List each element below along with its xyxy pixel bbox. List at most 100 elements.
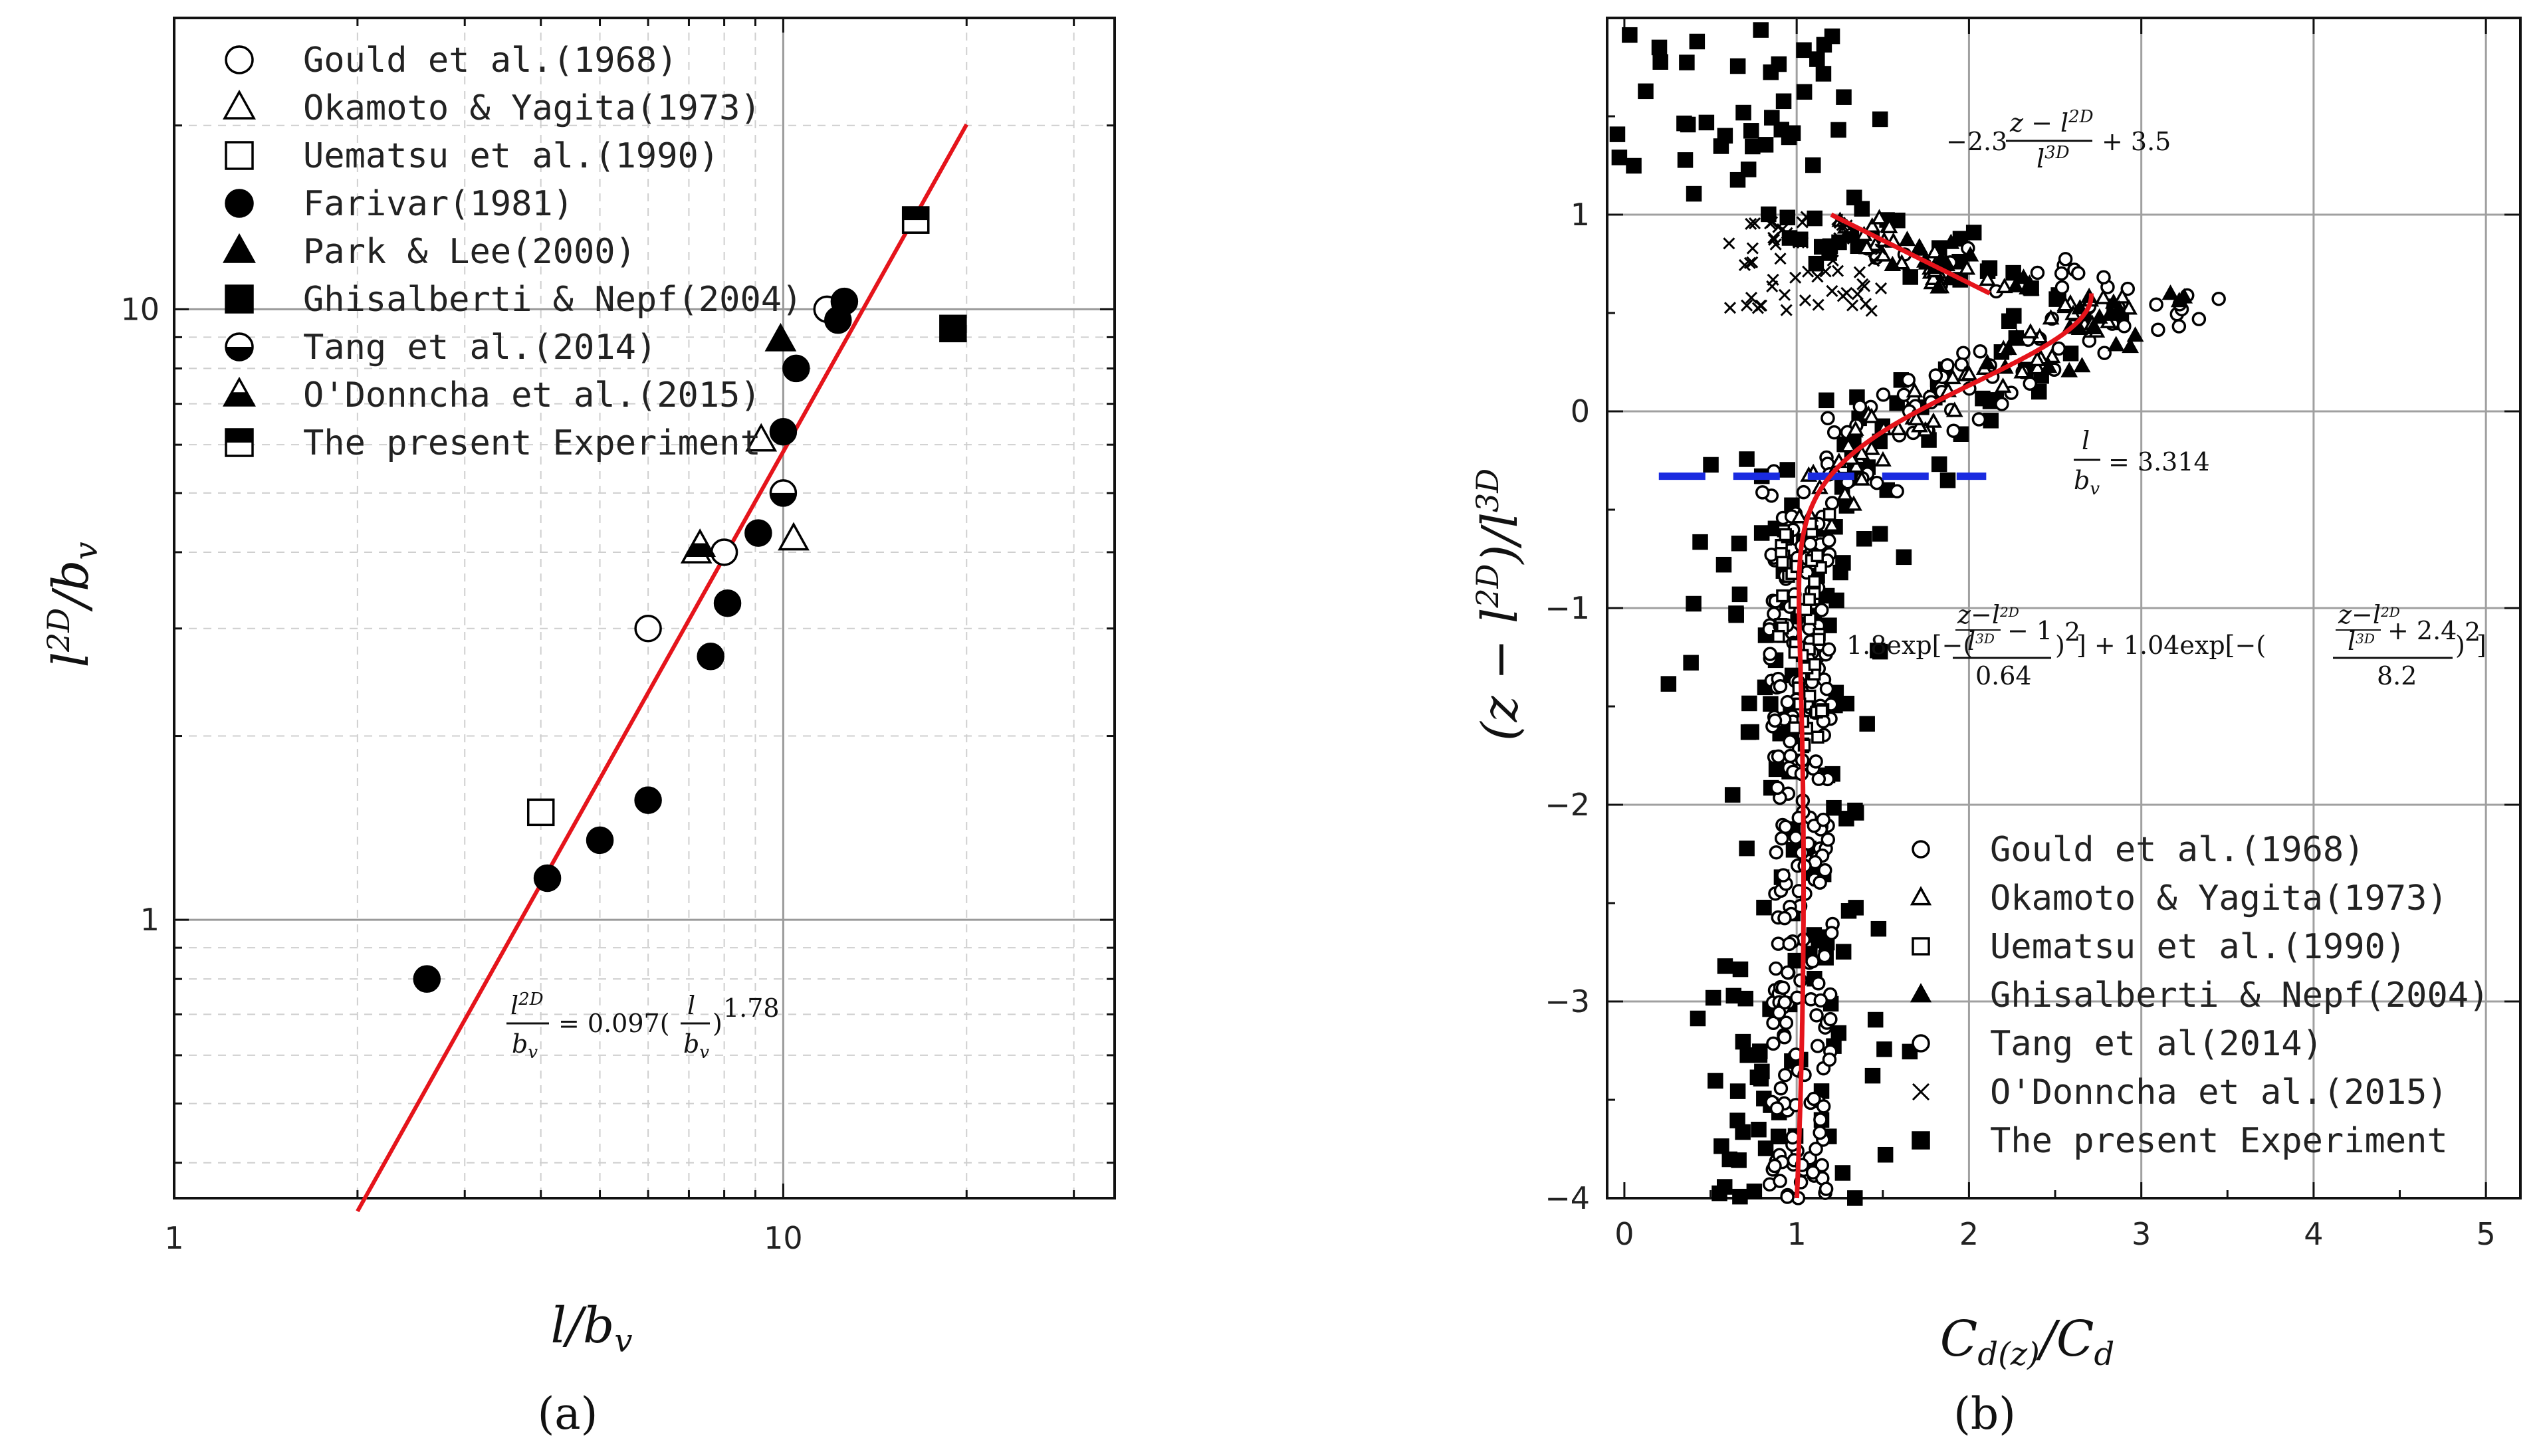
b-point-exp-122-shape [1713,1138,1729,1154]
b-legend-marker-5 [1912,1083,1930,1101]
b-point-exp-115 [1686,185,1702,202]
b-point-tri-open-74-shape [2029,359,2046,375]
b-point-exp-50-shape [1741,695,1757,712]
b-point-circle-268 [2058,252,2073,266]
b-point-cross-32-b [1741,299,1753,312]
b-point-tri-open-11 [1853,470,1870,486]
b-point-circle-295 [1816,812,1830,827]
b-point-exp-44 [1877,1146,1894,1163]
b-point-exp-95 [1713,138,1729,154]
b-point-circle-28 [2054,280,2070,295]
b-point-circle-62-shape [1769,961,1783,976]
b-point-cross-45-b [1765,216,1779,229]
b-point-circle-263 [1819,1182,1834,1196]
b-point-exp-208-shape [1611,150,1628,165]
b-point-exp-235-shape [1692,534,1708,550]
a-point-3-10-shape [830,287,859,316]
b-point-exp-62-shape [1785,125,1801,142]
b-point-circle-133-shape [1817,948,1832,964]
b-point-exp-27-shape [1690,1010,1706,1027]
svg-text:2: 2 [2465,617,2481,647]
panel-a: 1 10 1 10 Gould et al.(1968) Okamoto & Yagit… [41,17,1116,1439]
b-point-sq-open-5 [1811,730,1824,744]
b-point-circle-61-shape [1773,1081,1789,1096]
b-point-tri-open-30-shape [1791,508,1809,524]
b-point-exp-78 [1729,1083,1746,1099]
a-point-3-7 [769,417,798,446]
b-point-circle-90-shape [1796,484,1811,500]
b-point-tri-open-3 [1840,437,1857,453]
b-point-exp-43 [1698,114,1715,131]
b-point-circle-239-shape [1780,1190,1795,1204]
b-point-exp-253-shape [1975,390,1991,407]
ann-a-frac-den: bv [683,1029,709,1063]
b-point-tri-open-31-shape [1958,259,1976,275]
b-point-tri-open-30 [1791,508,1809,524]
b-point-exp-54-shape [1638,83,1654,100]
b-point-circle-34 [1817,863,1832,878]
b-point-cross-43 [1800,211,1813,223]
b-point-tri-filled-32 [1912,240,1930,256]
b-point-exp-32 [1756,899,1772,916]
b-point-circle-117-shape [1940,358,1955,373]
b-point-cross-13-b [1780,304,1793,316]
b-point-exp-22 [2031,383,2047,400]
b-point-exp-87 [1805,157,1821,173]
b-point-exp-149 [1931,456,1947,472]
a-legend-label-8: The present Experiment [303,423,761,463]
b-point-exp-222-shape [1731,586,1748,603]
svg-text:= 3.314: = 3.314 [2108,447,2210,476]
b-point-circle-102-shape [1820,832,1836,847]
b-point-circle-237 [1805,1165,1820,1180]
b-point-circle-179-shape [1826,425,1842,440]
b-point-circle-61 [1773,1081,1789,1096]
b-point-exp-78-shape [1729,1083,1746,1099]
svg-text:+ 2.4: + 2.4 [2387,616,2457,645]
b-point-tri-filled-22 [2073,357,2091,373]
b-point-cross-37 [1819,265,1832,278]
b-point-exp-13 [1751,1122,1767,1138]
svg-text:0.64: 0.64 [1975,661,2032,690]
b-point-tri-open-89 [1994,377,2012,393]
b-point-cross-22-b [1799,294,1812,307]
b-point-exp-214-shape [1686,595,1702,612]
svg-text:z−l2D: z−l2D [1957,600,2019,629]
b-ytick-label-4: 0 [1571,393,1590,429]
b-point-cross-39 [1774,253,1787,265]
b-point-circle-279-shape [1766,1036,1781,1051]
b-point-exp-237 [1896,549,1912,566]
b-point-circle-110 [2070,266,2086,280]
b-point-exp-48 [1677,152,1694,168]
b-point-exp-258-shape [1876,1041,1892,1057]
a-point-1-2 [778,522,810,551]
b-point-circle-164 [1811,772,1826,786]
b-point-circle-310-shape [1928,368,1943,383]
b-point-circle-303 [1767,1158,1782,1174]
b-point-exp-205-shape [1859,716,1875,732]
b-point-cross-12 [1748,217,1761,230]
b-point-exp-83-shape [2062,346,2079,362]
a-legend-label-2: Uematsu et al.(1990) [303,136,719,176]
a-legend-marker-8-fill [226,429,253,443]
panel-a-ylabel: l2D/bv [41,542,105,667]
b-legend-marker-3 [1910,983,1932,1003]
a-xtick-label-1: 10 [764,1220,803,1256]
b-point-tri-open-70 [1874,246,1892,262]
b-point-circle-174 [1813,1125,1827,1140]
b-point-circle-308 [1803,536,1818,552]
b-point-exp-1 [1835,944,1852,960]
b-point-tri-open-59 [1979,270,1997,286]
b-point-cross-4-b [1826,254,1839,266]
b-point-tri-open-86 [2029,351,2046,367]
b-point-circle-114 [1821,533,1836,548]
b-point-circle-308-shape [1803,536,1818,552]
b-point-circle-131-shape [1809,1008,1824,1023]
b-point-cross-23-b [1723,237,1735,250]
b-point-circle-280 [1781,965,1795,980]
b-legend-label-5: O'Donncha et al.(2015) [1990,1073,2448,1112]
b-xtick-label-1: 1 [1787,1216,1807,1252]
b-point-exp-173-shape [1745,138,1761,155]
b-point-tri-filled-27 [2107,336,2125,352]
panel-a-fit-line [356,123,968,1213]
b-point-sq-open-37-shape [1776,589,1789,603]
